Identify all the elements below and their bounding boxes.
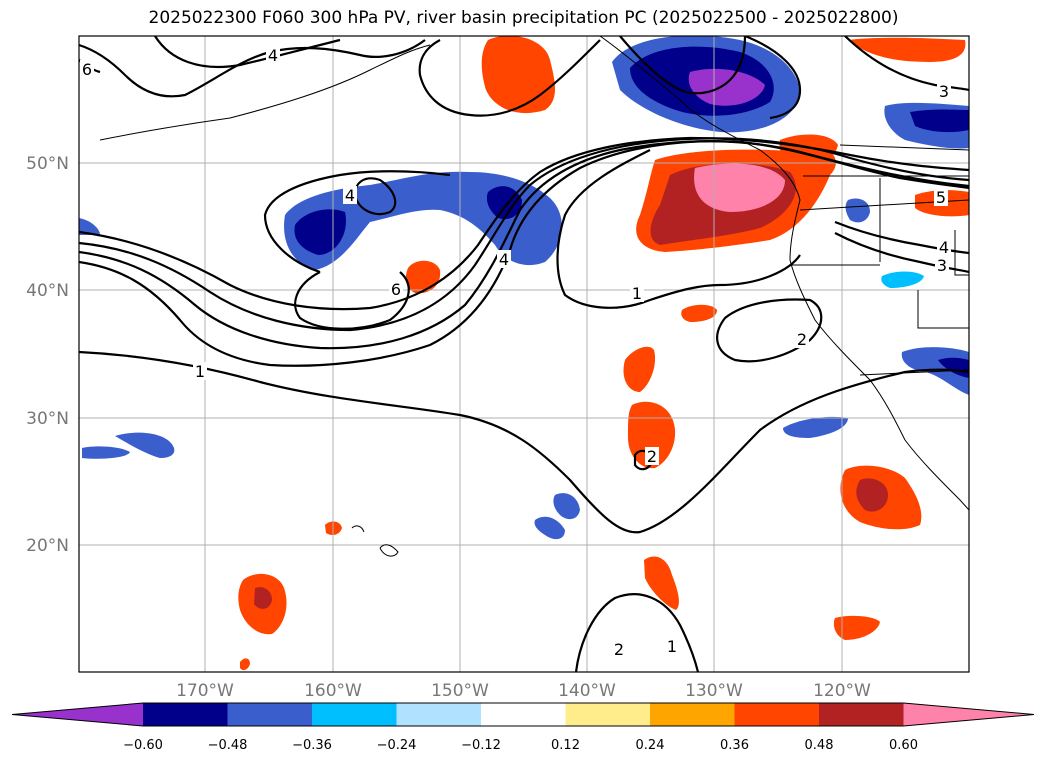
- lon-label: 170°W: [176, 681, 234, 701]
- colorbar-tick-label: 0.60: [889, 738, 918, 753]
- lon-label: 160°W: [304, 681, 362, 701]
- colorbar-segment: [12, 703, 143, 726]
- contour-label: 1: [632, 284, 642, 303]
- lat-label: 30°N: [26, 409, 69, 429]
- colorbar-tick-label: 0.12: [551, 738, 580, 753]
- contour-label: 2: [614, 640, 624, 659]
- contour-label: 4: [268, 46, 278, 65]
- colorbar-segment: [143, 703, 228, 726]
- lat-label: 20°N: [26, 536, 69, 556]
- colorbar-segment: [396, 703, 481, 726]
- colorbar-segment: [650, 703, 735, 726]
- colorbar-tick-label: −0.36: [292, 738, 332, 753]
- colorbar-tick-label: −0.24: [377, 738, 417, 753]
- colorbar-tick-label: 0.24: [636, 738, 665, 753]
- contour-label: 4: [939, 238, 949, 257]
- colorbar-segment: [903, 703, 1034, 726]
- colorbar-segment: [481, 703, 566, 726]
- contour-label: 2: [797, 330, 807, 349]
- contour-label: 4: [345, 186, 355, 205]
- colorbar-segment: [734, 703, 819, 726]
- colorbar-tick-label: −0.48: [208, 738, 248, 753]
- contour-labels: 6 4 4 3 5 4 3 4 6 1 2 1 2 1 2: [80, 46, 951, 659]
- lon-label: 130°W: [685, 681, 743, 701]
- contour-label: 1: [667, 637, 677, 656]
- colorbar-segment: [565, 703, 650, 726]
- colorbar-ticks: −0.60 −0.48 −0.36 −0.24 −0.12 0.12 0.24 …: [123, 738, 918, 753]
- lat-label: 50°N: [26, 154, 69, 174]
- map-title: 2025022300 F060 300 hPa PV, river basin …: [148, 8, 899, 28]
- contour-label: 1: [195, 362, 205, 381]
- colorbar-segment: [312, 703, 397, 726]
- colorbar-outline: [11, 702, 1035, 727]
- contour-label: 6: [391, 280, 401, 299]
- map-border: [78, 35, 970, 673]
- lat-axis: 50°N 40°N 30°N 20°N: [26, 154, 69, 556]
- colorbar-tick-label: 0.48: [805, 738, 834, 753]
- contour-label: 3: [937, 256, 947, 275]
- contour-label: 6: [82, 60, 92, 79]
- contour-label: 3: [939, 82, 949, 101]
- colorbar-tick-label: −0.60: [123, 738, 163, 753]
- lon-axis: 170°W 160°W 150°W 140°W 130°W 120°W: [176, 681, 871, 701]
- lat-label: 40°N: [26, 281, 69, 301]
- colorbar-segment: [227, 703, 312, 726]
- colorbar-segment: [819, 703, 904, 726]
- map-area: [79, 36, 969, 672]
- lon-label: 140°W: [558, 681, 616, 701]
- lon-label: 120°W: [813, 681, 871, 701]
- lon-label: 150°W: [431, 681, 489, 701]
- contour-label: 4: [499, 250, 509, 269]
- contour-label: 5: [936, 188, 946, 207]
- colorbar-segments: [11, 702, 1035, 727]
- contour-label: 2: [647, 447, 657, 466]
- colorbar: −0.60 −0.48 −0.36 −0.24 −0.12 0.12 0.24 …: [11, 702, 1035, 753]
- gridlines: [79, 36, 969, 672]
- colorbar-tick-label: −0.12: [461, 738, 501, 753]
- colorbar-tick-label: 0.36: [720, 738, 749, 753]
